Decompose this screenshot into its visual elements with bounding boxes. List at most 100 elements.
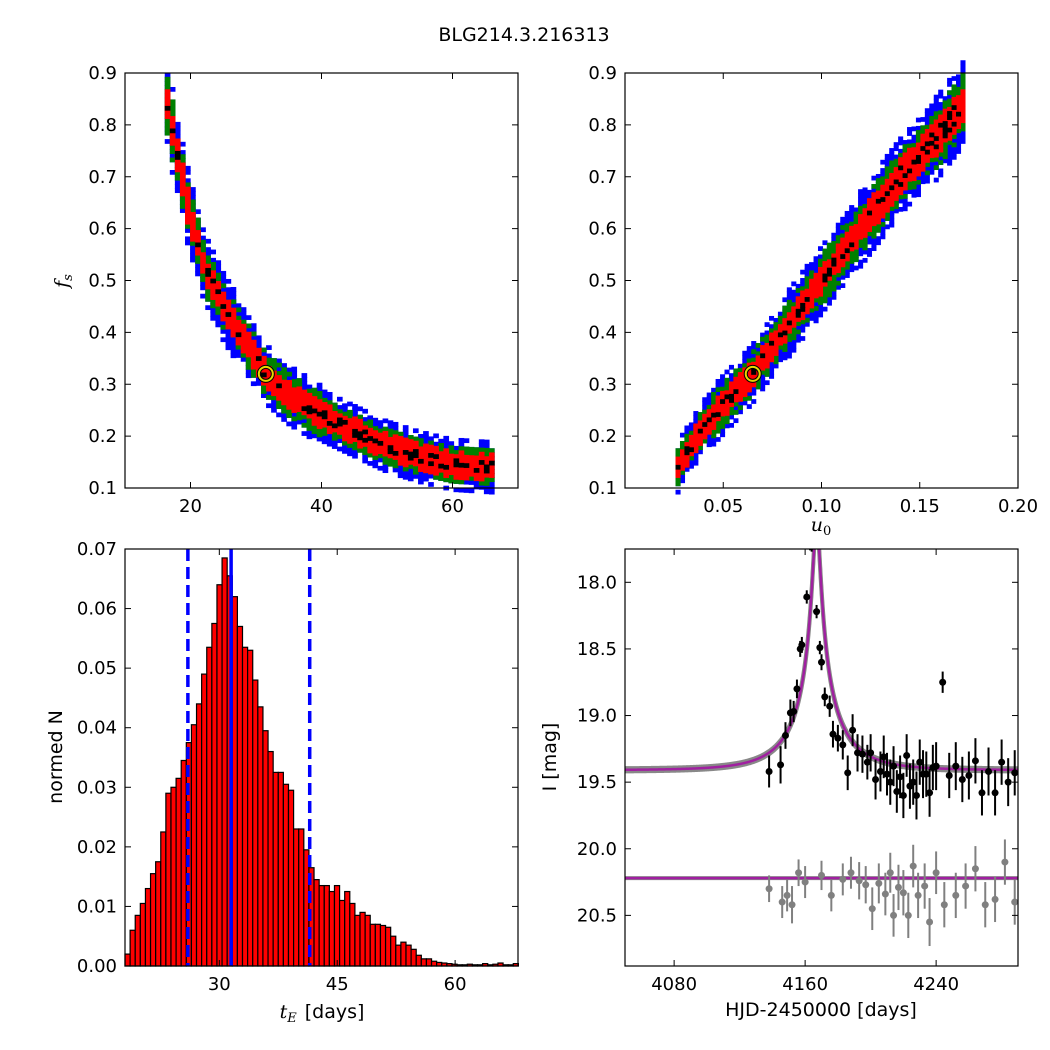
density-cell: [840, 241, 846, 247]
density-cell: [804, 301, 810, 306]
density-cell: [866, 239, 873, 245]
density-cell: [200, 235, 206, 241]
density-cell: [392, 455, 399, 460]
density-cell: [893, 204, 899, 210]
density-cell: [428, 469, 434, 475]
density-cell: [809, 266, 815, 272]
density-cell: [230, 303, 237, 309]
density-cell: [291, 416, 298, 422]
histogram-bar: [211, 622, 218, 967]
density-cell: [418, 479, 424, 485]
density-cell: [463, 471, 470, 477]
histogram-bar: [231, 596, 238, 967]
density-cell: [418, 450, 424, 456]
density-cell: [898, 173, 904, 179]
data-point: [813, 608, 821, 616]
density-cell: [276, 387, 282, 393]
data-point: [965, 771, 973, 779]
density-cell: [938, 139, 944, 145]
density-cell: [428, 453, 434, 458]
density-cell: [826, 288, 832, 294]
density-cell: [397, 448, 404, 454]
density-cell: [397, 456, 404, 462]
density-cell: [866, 218, 873, 224]
density-cell: [893, 179, 899, 185]
density-cell: [428, 457, 434, 462]
density-cell: [225, 332, 232, 338]
x-tick-label: 0.20: [998, 496, 1038, 517]
density-cell: [831, 232, 837, 238]
data-point: [971, 865, 979, 873]
density-cell: [791, 298, 797, 303]
density-cell: [301, 381, 308, 387]
data-point: [783, 891, 791, 899]
density-cell: [809, 295, 815, 301]
density-cell: [920, 154, 926, 160]
density-cell: [871, 208, 877, 214]
density-cell: [893, 200, 899, 206]
density-cell: [760, 357, 766, 363]
density-cell: [473, 472, 480, 477]
density-cell: [871, 233, 877, 239]
density-cell: [915, 125, 921, 131]
density-cell: [902, 169, 908, 174]
density-cell: [795, 329, 801, 335]
density-cell: [342, 403, 348, 409]
density-cell: [266, 370, 272, 375]
density-cell: [782, 343, 788, 348]
histogram-bar: [338, 899, 346, 967]
density-cell: [866, 235, 873, 241]
density-cell: [397, 444, 404, 450]
density-cell: [291, 404, 298, 409]
density-cell: [240, 319, 247, 325]
density-cell: [826, 300, 832, 306]
density-cell: [826, 242, 832, 248]
density-cell: [463, 450, 470, 456]
density-cell: [362, 437, 368, 443]
x-tick-label: 4240: [913, 974, 959, 995]
density-cell: [822, 281, 828, 287]
histogram-bar: [318, 884, 325, 967]
density-cell: [240, 323, 247, 329]
histogram-bar: [267, 750, 274, 967]
density-cell: [782, 334, 788, 340]
histogram-bar: [359, 911, 366, 967]
density-cell: [347, 438, 353, 444]
density-cell: [693, 448, 699, 454]
density-cell: [306, 430, 313, 435]
density-cell: [938, 114, 944, 120]
density-cell: [407, 451, 414, 457]
density-cell: [929, 165, 935, 171]
density-cell: [438, 447, 444, 452]
histogram-bar: [292, 828, 300, 967]
density-cell: [764, 351, 770, 357]
histogram-bar: [323, 884, 330, 967]
density-cell: [760, 382, 766, 388]
histogram-bar: [328, 890, 336, 967]
density-cell: [688, 443, 694, 448]
density-cell: [938, 160, 944, 165]
density-cell: [907, 156, 913, 161]
density-cell: [760, 332, 766, 338]
density-cell: [728, 381, 735, 387]
density-cell: [947, 131, 953, 137]
density-cell: [331, 427, 338, 433]
density-cell: [889, 214, 895, 220]
density-cell: [924, 133, 930, 138]
density-cell: [169, 140, 176, 146]
density-cell: [831, 286, 837, 292]
density-cell: [728, 364, 735, 370]
density-cell: [215, 293, 222, 299]
density-cell: [809, 299, 815, 305]
density-cell: [478, 472, 485, 478]
density-cell: [200, 248, 206, 253]
density-cell: [817, 291, 824, 297]
density-cell: [715, 378, 721, 384]
density-cell: [840, 250, 846, 255]
data-point: [839, 875, 847, 883]
density-cell: [893, 167, 899, 172]
density-cell: [751, 390, 757, 396]
density-cell: [387, 461, 394, 467]
density-cell: [751, 349, 757, 355]
density-cell: [853, 253, 859, 258]
